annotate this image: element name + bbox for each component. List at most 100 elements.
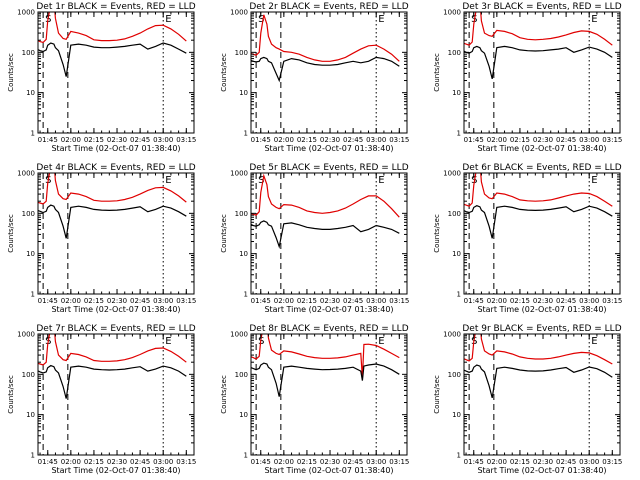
x-tick-label: 01:45 <box>38 458 58 466</box>
x-axis-label: Start Time (02-Oct-07 01:38:40) <box>264 144 393 153</box>
x-tick-label: 02:30 <box>107 297 127 305</box>
x-axis-label: Start Time (02-Oct-07 01:38:40) <box>51 144 180 153</box>
x-tick-label: 02:30 <box>320 297 340 305</box>
plot-frame <box>250 333 408 456</box>
marker-label-s: S <box>258 336 264 347</box>
detector-panel-2: Det 2r BLACK = Events, RED = LLD S E 1 10 100… <box>220 2 409 153</box>
x-tick-label: 01:45 <box>464 297 484 305</box>
x-tick-label: 02:30 <box>533 458 553 466</box>
x-tick-label: 02:30 <box>320 458 340 466</box>
y-tick-label: 1 <box>244 291 248 299</box>
x-tick-label: 02:30 <box>533 297 553 305</box>
plot-frame <box>37 333 195 456</box>
x-axis-label: Start Time (02-Oct-07 01:38:40) <box>477 466 606 475</box>
plot-frame <box>463 333 621 456</box>
x-tick-label: 02:45 <box>130 458 150 466</box>
y-tick-label: 10 <box>26 89 35 97</box>
y-tick-label: 100 <box>235 371 248 379</box>
y-axis-label: Counts/sec <box>220 375 228 414</box>
chart-title: Det 5r BLACK = Events, RED = LLD <box>249 163 408 173</box>
y-tick-label: 1 <box>457 130 461 138</box>
x-tick-label: 02:45 <box>343 136 363 144</box>
series-line-events <box>38 364 187 399</box>
x-tick-label: 01:45 <box>251 458 271 466</box>
x-tick-label: 03:15 <box>602 297 622 305</box>
x-tick-label: 03:15 <box>389 297 409 305</box>
y-tick-label: 100 <box>22 371 35 379</box>
x-tick-label: 02:00 <box>487 458 507 466</box>
y-tick-label: 100 <box>448 49 461 57</box>
x-axis-label: Start Time (02-Oct-07 01:38:40) <box>477 144 606 153</box>
chart-title: Det 6r BLACK = Events, RED = LLD <box>462 163 621 173</box>
x-tick-label: 03:15 <box>176 136 196 144</box>
y-axis-label: Counts/sec <box>220 53 228 92</box>
y-tick-label: 1000 <box>17 9 35 17</box>
x-tick-label: 03:15 <box>602 136 622 144</box>
x-tick-label: 02:15 <box>297 297 317 305</box>
y-tick-label: 100 <box>448 210 461 218</box>
chart-title: Det 9r BLACK = Events, RED = LLD <box>462 324 621 334</box>
x-tick-label: 03:00 <box>579 458 599 466</box>
x-tick-label: 03:15 <box>176 297 196 305</box>
x-axis-label: Start Time (02-Oct-07 01:38:40) <box>51 466 180 475</box>
y-tick-label: 10 <box>452 250 461 258</box>
y-tick-label: 10 <box>239 250 248 258</box>
x-tick-label: 02:30 <box>320 136 340 144</box>
detector-panel-8: Det 8r BLACK = Events, RED = LLD S E 1 10 100… <box>220 324 409 475</box>
x-axis-label: Start Time (02-Oct-07 01:38:40) <box>264 466 393 475</box>
y-tick-label: 1 <box>457 452 461 460</box>
x-tick-label: 02:00 <box>61 297 81 305</box>
series-line-events <box>464 205 613 239</box>
y-tick-label: 1000 <box>230 170 248 178</box>
y-tick-label: 1 <box>31 130 35 138</box>
y-tick-label: 1000 <box>443 9 461 17</box>
series-line-lld <box>464 12 613 46</box>
series-line-events <box>251 362 400 397</box>
marker-label-e: E <box>378 336 384 347</box>
series-line-lld <box>38 173 187 205</box>
y-tick-label: 10 <box>26 411 35 419</box>
marker-label-e: E <box>165 175 171 186</box>
y-tick-label: 10 <box>239 89 248 97</box>
y-axis-label: Counts/sec <box>7 375 15 414</box>
marker-label-e: E <box>378 175 384 186</box>
x-tick-label: 02:15 <box>84 136 104 144</box>
y-axis-label: Counts/sec <box>7 214 15 253</box>
x-tick-label: 02:00 <box>274 458 294 466</box>
x-tick-label: 03:00 <box>366 458 386 466</box>
x-tick-label: 02:00 <box>487 297 507 305</box>
x-tick-label: 02:15 <box>297 458 317 466</box>
x-tick-label: 02:15 <box>84 458 104 466</box>
series-line-events <box>38 204 187 239</box>
y-tick-label: 100 <box>235 49 248 57</box>
series-line-events <box>464 45 613 80</box>
x-tick-label: 02:15 <box>510 297 530 305</box>
y-axis-label: Counts/sec <box>433 53 441 92</box>
marker-label-e: E <box>591 14 597 25</box>
x-tick-label: 03:00 <box>366 297 386 305</box>
y-tick-label: 10 <box>26 250 35 258</box>
series-line-lld <box>38 12 187 44</box>
x-tick-label: 03:15 <box>389 458 409 466</box>
y-tick-label: 1 <box>31 291 35 299</box>
y-tick-label: 1000 <box>443 331 461 339</box>
x-tick-label: 03:00 <box>153 297 173 305</box>
x-tick-label: 03:00 <box>153 458 173 466</box>
x-tick-label: 03:00 <box>579 136 599 144</box>
y-tick-label: 1000 <box>17 331 35 339</box>
plot-frame <box>37 172 195 295</box>
x-tick-label: 01:45 <box>464 458 484 466</box>
x-tick-label: 02:00 <box>487 136 507 144</box>
x-tick-label: 03:15 <box>176 458 196 466</box>
y-tick-label: 100 <box>22 49 35 57</box>
x-axis-label: Start Time (02-Oct-07 01:38:40) <box>264 305 393 314</box>
x-tick-label: 02:00 <box>274 297 294 305</box>
series-line-events <box>251 56 400 83</box>
x-tick-label: 02:45 <box>343 297 363 305</box>
x-tick-label: 02:15 <box>510 136 530 144</box>
marker-label-e: E <box>591 175 597 186</box>
